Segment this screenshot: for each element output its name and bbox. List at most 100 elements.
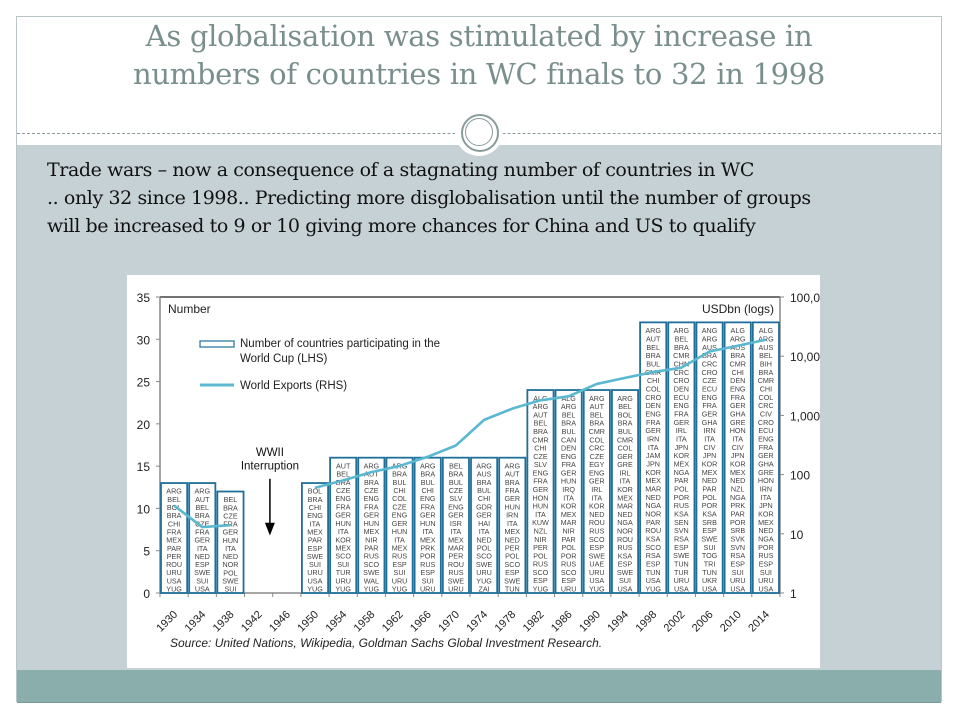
team-code: GHA	[730, 410, 746, 419]
team-code: SUI	[422, 576, 434, 585]
team-code: ESP	[533, 576, 548, 585]
body-line: .. only 32 since 1998.. Predicting more …	[47, 187, 811, 209]
team-code: AUT	[590, 402, 605, 411]
team-code: URU	[561, 585, 577, 594]
x-tick-label: 1994	[605, 609, 631, 635]
team-code: ENG	[335, 494, 351, 503]
team-code: ENG	[307, 511, 323, 520]
team-code: GER	[758, 451, 774, 460]
team-code: BEL	[759, 351, 773, 360]
team-code: NED	[589, 510, 604, 519]
annotation-text: Interruption	[241, 461, 299, 473]
team-code: HON	[758, 476, 774, 485]
team-code: ENG	[645, 410, 661, 419]
team-code: SRB	[730, 526, 745, 535]
team-code: IRN	[506, 511, 518, 520]
team-code: COL	[646, 385, 661, 394]
team-code: BRA	[364, 478, 379, 487]
team-code: MEX	[448, 535, 464, 544]
team-code: URU	[476, 568, 492, 577]
team-code: BRA	[336, 478, 351, 487]
team-code: BUL	[449, 478, 463, 487]
team-code: NED	[702, 476, 717, 485]
y2-tick-label: 100,000	[790, 291, 820, 305]
team-code: AUS	[759, 343, 774, 352]
team-code: PAR	[674, 476, 688, 485]
team-code: YUG	[476, 576, 492, 585]
team-code: SWE	[589, 551, 606, 560]
bar-1978	[498, 456, 527, 594]
team-code: GHA	[702, 418, 718, 427]
bar-1974	[470, 456, 499, 594]
team-code: ARG	[561, 402, 577, 411]
team-code: MEX	[392, 543, 408, 552]
team-code: ENG	[730, 385, 746, 394]
team-code: BUL	[393, 478, 407, 487]
team-code: CHI	[309, 503, 321, 512]
team-code: BUL	[646, 360, 660, 369]
team-code: GER	[223, 528, 239, 537]
team-code: ESP	[646, 560, 661, 569]
team-code: CZE	[449, 486, 464, 495]
team-code: BUL	[477, 486, 491, 495]
team-code: SVN	[674, 526, 689, 535]
team-code: IRL	[619, 468, 630, 477]
team-code: WAL	[364, 576, 379, 585]
team-code: GER	[561, 468, 577, 477]
team-code: TUR	[336, 568, 351, 577]
team-code: KUW	[532, 518, 549, 527]
team-code: ESP	[759, 560, 774, 569]
team-code: USA	[167, 576, 182, 585]
team-code: ENG	[533, 468, 549, 477]
team-code: RUS	[617, 543, 632, 552]
team-code: SCO	[589, 535, 605, 544]
team-code: SUI	[619, 576, 631, 585]
team-code: COL	[618, 444, 633, 453]
team-code: ARG	[730, 335, 746, 344]
team-code: ALG	[731, 326, 746, 335]
team-code: SCO	[335, 552, 351, 561]
team-code: CZE	[533, 452, 548, 461]
team-code: BRA	[702, 351, 717, 360]
team-code: KSA	[702, 510, 717, 519]
y2-tick-label: 100	[790, 469, 810, 483]
team-code: FRA	[505, 486, 520, 495]
team-code: NGA	[758, 535, 774, 544]
footer-band	[17, 670, 941, 703]
team-code: ARG	[533, 402, 549, 411]
team-code: TOG	[702, 551, 718, 560]
team-code: PER	[449, 552, 464, 561]
team-code: FRA	[195, 527, 210, 536]
team-code: NIR	[562, 526, 574, 535]
team-code: POL	[223, 568, 237, 577]
team-code: SRB	[702, 518, 717, 527]
team-code: RUS	[674, 501, 689, 510]
team-code: COL	[589, 435, 604, 444]
team-code: HUN	[561, 477, 577, 486]
x-tick-label: 2002	[662, 609, 688, 635]
y-tick-label: 20	[137, 418, 151, 432]
chart-source: Source: United Nations, Wikipedia, Goldm…	[170, 636, 602, 650]
bar-1958	[357, 456, 386, 594]
team-code: GER	[335, 511, 351, 520]
bar-2006	[695, 321, 724, 594]
legend: Number of countries participating in the…	[199, 338, 440, 392]
team-code: RUS	[561, 560, 576, 569]
team-code: ITA	[591, 493, 602, 502]
team-code: URU	[335, 576, 351, 585]
team-code: POL	[702, 493, 716, 502]
y-tick-label: 0	[143, 587, 150, 601]
bar-1970	[441, 456, 470, 594]
team-code: KOR	[702, 460, 718, 469]
team-code: IRQ	[562, 485, 575, 494]
team-code: ARG	[420, 461, 436, 470]
x-tick-label: 1950	[295, 609, 321, 635]
x-tick-label: 1978	[493, 609, 519, 635]
team-code: BEL	[224, 495, 238, 504]
team-code: PER	[505, 543, 520, 552]
team-code: SUI	[196, 576, 208, 585]
team-code: ESP	[674, 543, 689, 552]
team-code: ARG	[364, 461, 380, 470]
team-code: HUN	[392, 527, 408, 536]
team-code: URU	[420, 585, 436, 594]
